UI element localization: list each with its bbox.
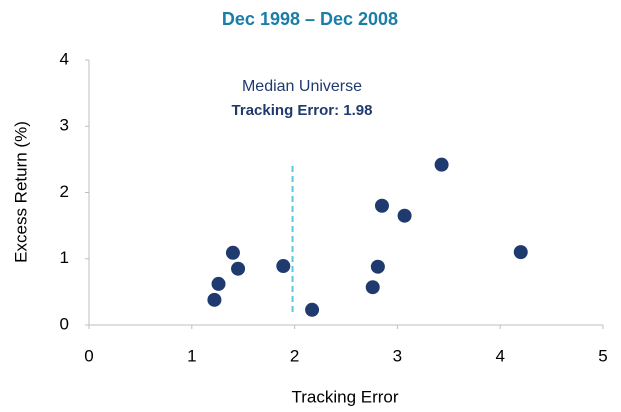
x-tick-label: 4	[495, 346, 504, 365]
point	[305, 302, 320, 317]
point	[231, 261, 246, 276]
y-tick-label: 3	[60, 116, 69, 135]
y-tick-label: 0	[60, 314, 69, 333]
point	[513, 245, 528, 260]
y-axis-label: Excess Return (%)	[11, 121, 30, 263]
point	[211, 276, 226, 291]
y-tick-label: 2	[60, 182, 69, 201]
x-tick-label: 2	[290, 346, 299, 365]
annotation: Median Universe	[242, 78, 362, 95]
annotation: Tracking Error: 1.98	[232, 102, 373, 119]
x-tick-label: 5	[598, 346, 607, 365]
point	[397, 208, 412, 223]
point	[370, 259, 385, 274]
chart-title: Dec 1998 – Dec 2008	[222, 9, 398, 29]
point	[207, 292, 222, 307]
x-tick-label: 3	[393, 346, 402, 365]
point	[276, 259, 291, 274]
point	[434, 157, 449, 172]
x-axis-label: Tracking Error	[291, 387, 398, 406]
point	[365, 280, 380, 295]
y-tick-label: 1	[60, 248, 69, 267]
point	[225, 245, 240, 260]
point	[374, 198, 389, 213]
x-tick-label: 1	[187, 346, 196, 365]
x-tick-label: 0	[84, 346, 93, 365]
y-tick-label: 4	[60, 49, 69, 68]
